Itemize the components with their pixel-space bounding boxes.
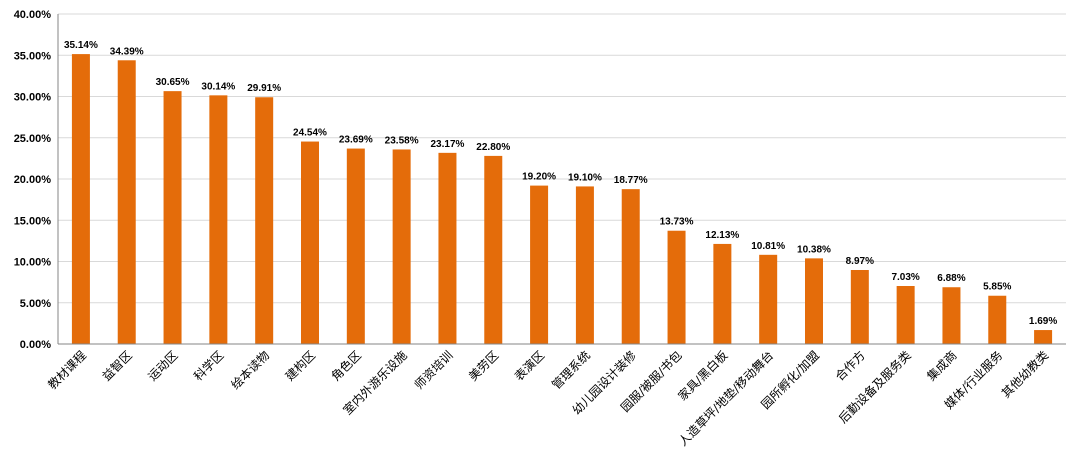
bar — [713, 243, 732, 344]
data-label: 24.54% — [293, 128, 327, 139]
x-tick-label: 益智区 — [99, 348, 135, 384]
data-label: 18.77% — [614, 175, 648, 186]
data-label: 13.73% — [660, 217, 694, 228]
data-label: 34.39% — [110, 46, 144, 57]
bar — [759, 254, 778, 344]
y-tick-label: 25.00% — [14, 133, 52, 145]
bar — [530, 185, 549, 344]
bar — [621, 189, 640, 344]
x-tick-label: 其他幼教类 — [998, 348, 1051, 401]
bar — [896, 286, 915, 344]
bar — [850, 269, 869, 344]
bar — [163, 91, 182, 344]
x-tick-label: 表演区 — [511, 348, 547, 384]
data-label: 23.58% — [385, 135, 419, 146]
gridlines — [58, 13, 1066, 304]
data-label: 1.69% — [1029, 316, 1057, 327]
bar — [484, 155, 503, 344]
data-label: 19.10% — [568, 172, 602, 183]
bar — [667, 230, 686, 344]
bars — [71, 54, 1053, 345]
bar — [71, 54, 90, 344]
data-label: 6.88% — [937, 273, 965, 284]
x-tick-label: 集成商 — [924, 348, 960, 384]
x-tick-label: 角色区 — [329, 348, 364, 383]
y-tick-label: 15.00% — [14, 215, 52, 227]
y-tick-label: 20.00% — [14, 174, 52, 186]
bar — [346, 148, 365, 344]
bar — [575, 186, 594, 344]
y-tick-label: 30.00% — [14, 92, 52, 104]
y-tick-label: 5.00% — [20, 298, 51, 310]
y-tick-label: 35.00% — [14, 50, 52, 62]
bar — [392, 149, 411, 344]
data-label: 7.03% — [891, 272, 919, 283]
data-label: 23.17% — [430, 139, 464, 150]
y-tick-label: 0.00% — [20, 339, 51, 351]
data-label: 5.85% — [983, 282, 1011, 293]
data-label: 30.65% — [156, 77, 190, 88]
x-tick-label: 管理系统 — [548, 348, 593, 393]
data-label: 29.91% — [247, 83, 281, 94]
data-label: 12.13% — [705, 230, 739, 241]
data-label: 22.80% — [476, 142, 510, 153]
data-label: 35.14% — [64, 40, 98, 51]
y-tick-label: 10.00% — [14, 257, 52, 269]
x-tick-label: 建构区 — [282, 348, 318, 384]
y-tick-label: 40.00% — [14, 9, 52, 21]
axes — [57, 14, 1066, 345]
bar — [1034, 330, 1053, 344]
x-tick-label: 合作方 — [832, 348, 868, 384]
bar — [942, 287, 961, 344]
data-label: 23.69% — [339, 135, 373, 146]
x-tick-label: 科学区 — [190, 348, 226, 384]
x-tick-label: 师资培训 — [411, 348, 456, 393]
data-label: 10.38% — [797, 244, 831, 255]
bar — [255, 97, 274, 345]
x-tick-label: 美劳区 — [466, 348, 501, 383]
bar — [117, 60, 136, 344]
x-tick-label: 绘本读物 — [228, 348, 273, 393]
data-label: 8.97% — [846, 256, 874, 267]
x-tick-label: 教材课程 — [44, 348, 89, 393]
bar — [438, 152, 457, 344]
bar — [209, 95, 228, 344]
bar — [301, 141, 319, 344]
y-axis-tick-labels: 0.00% 5.00% 10.00% 15.00% 20.00% 25.00% 30.00%… — [14, 9, 52, 351]
bar — [988, 295, 1007, 344]
data-label: 19.20% — [522, 172, 556, 183]
data-labels: 35.14% 34.39% 30.65% 30.14% 29.91% 24.54% 23.6… — [64, 40, 1057, 327]
bar — [805, 258, 823, 344]
data-label: 10.81% — [751, 241, 785, 252]
data-label: 30.14% — [201, 81, 235, 92]
x-tick-label: 运动区 — [145, 348, 180, 383]
